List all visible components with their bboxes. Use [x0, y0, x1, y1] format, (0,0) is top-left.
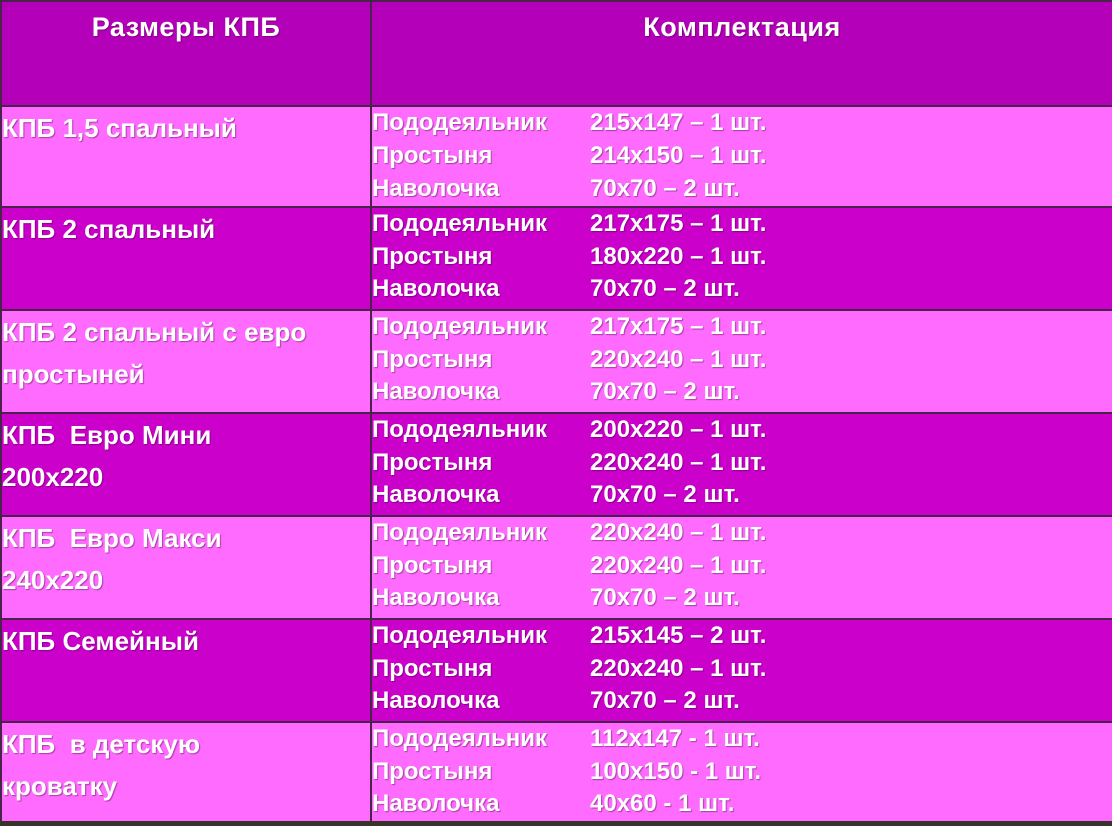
kit-item-name: Простыня: [372, 141, 493, 169]
kit-item-value: 215х145 – 2 шт.: [590, 621, 767, 649]
kit-item-value: 220х240 – 1 шт.: [590, 551, 767, 579]
kit-item-name: Пододеяльник: [372, 109, 548, 136]
kit-cell: Пододеяльник 217х175 – 1 шт. Простыня 220х…: [370, 308, 1112, 414]
table-row: КПБ 2 спальный с евро простыней Пододеял…: [0, 308, 1112, 414]
size-cell: КПБ 2 спальный: [0, 205, 372, 311]
table-row: КПБ 1,5 спальный Пододеяльник 215х147 – 1…: [0, 105, 1112, 208]
size-cell: КПБ 1,5 спальный: [0, 105, 372, 208]
kit-cell: Пододеяльник 215х145 – 2 шт. Простыня 220х…: [370, 617, 1112, 723]
kit-item-name: Простыня: [372, 551, 493, 579]
kit-item: Пододеяльник 217х175 – 1 шт.: [372, 311, 1112, 344]
kit-item-name: Пододеяльник: [372, 621, 548, 649]
kit-item-value: 70х70 – 2 шт.: [590, 174, 740, 202]
kit-item: Простыня 180х220 – 1 шт.: [372, 241, 1112, 274]
kit-item: Пододеяльник 215х145 – 2 шт.: [372, 620, 1112, 653]
kit-cell: Пододеяльник 217х175 – 1 шт. Простыня 180х…: [370, 205, 1112, 311]
size-cell: КПБ Семейный: [0, 617, 372, 723]
kit-item-name: Пододеяльник: [372, 724, 548, 752]
kit-item-value: 70х70 – 2 шт.: [590, 481, 740, 509]
kit-item-name: Наволочка: [372, 481, 500, 509]
size-cell: КПБ Евро Макси 240х220: [0, 514, 372, 620]
kit-item-value: 220х240 – 1 шт.: [590, 448, 767, 476]
kit-item-name: Простыня: [372, 654, 493, 682]
kit-item-name: Наволочка: [372, 378, 500, 406]
kit-item: Простыня 220х240 – 1 шт.: [372, 447, 1112, 480]
kit-item: Пододеяльник 217х175 – 1 шт.: [372, 208, 1112, 241]
size-cell: КПБ Евро Мини 200х220: [0, 411, 372, 517]
kit-item-name: Пододеяльник: [372, 312, 548, 340]
kit-item-name: Простыня: [372, 345, 493, 373]
kit-item-value: 70х70 – 2 шт.: [590, 378, 740, 406]
table-row: КПБ Евро Макси 240х220 Пододеяльник 220х2…: [0, 514, 1112, 620]
kit-item: Простыня 100х150 - 1 шт.: [372, 756, 1112, 789]
kit-item-name: Наволочка: [372, 174, 500, 202]
kit-cell: Пододеяльник 200х220 – 1 шт. Простыня 220х…: [370, 411, 1112, 517]
kit-item: Наволочка 70х70 – 2 шт.: [372, 273, 1112, 306]
table-row: КПБ в детскую кроватку Пододеяльник 112х1…: [0, 720, 1112, 826]
kit-item: Простыня 220х240 – 1 шт.: [372, 550, 1112, 583]
table-row: КПБ Евро Мини 200х220 Пододеяльник 200х22…: [0, 411, 1112, 517]
table-row: КПБ Семейный Пододеяльник 215х145 – 2 шт.…: [0, 617, 1112, 723]
kit-item: Пододеяльник 112х147 - 1 шт.: [372, 723, 1112, 756]
kit-item: Наволочка 70х70 – 2 шт.: [372, 173, 1112, 206]
kit-item: Пододеяльник 215х147 – 1 шт.: [372, 107, 1112, 140]
kit-item: Простыня 214х150 – 1 шт.: [372, 140, 1112, 173]
kit-item-name: Наволочка: [372, 275, 500, 303]
kit-item: Наволочка 40х60 - 1 шт.: [372, 788, 1112, 821]
kit-item-value: 70х70 – 2 шт.: [590, 687, 740, 715]
kit-item-name: Простыня: [372, 242, 493, 270]
kit-item-name: Пододеяльник: [372, 209, 548, 237]
kit-item-value: 70х70 – 2 шт.: [590, 584, 740, 612]
kit-item: Пододеяльник 200х220 – 1 шт.: [372, 414, 1112, 447]
kit-item: Пододеяльник 220х240 – 1 шт.: [372, 517, 1112, 550]
kit-cell: Пододеяльник 220х240 – 1 шт. Простыня 220х…: [370, 514, 1112, 620]
kit-item-value: 220х240 – 1 шт.: [590, 654, 767, 682]
kit-item: Простыня 220х240 – 1 шт.: [372, 653, 1112, 686]
kit-item-value: 217х175 – 1 шт.: [590, 312, 767, 340]
size-cell: КПБ 2 спальный с евро простыней: [0, 308, 372, 414]
kit-item: Наволочка 70х70 – 2 шт.: [372, 685, 1112, 718]
kit-item-name: Пододеяльник: [372, 518, 548, 546]
kit-item-value: 217х175 – 1 шт.: [590, 209, 767, 237]
kit-item-value: 180х220 – 1 шт.: [590, 242, 767, 270]
kit-item-name: Пододеяльник: [372, 415, 548, 443]
kit-cell: Пододеяльник 112х147 - 1 шт. Простыня 100х…: [370, 720, 1112, 826]
kit-item-value: 112х147 - 1 шт.: [590, 724, 760, 752]
kit-item-value: 214х150 – 1 шт.: [590, 141, 767, 169]
size-cell: КПБ в детскую кроватку: [0, 720, 372, 826]
table-header-row: Размеры КПБ Комплектация: [0, 0, 1112, 107]
kit-item-name: Простыня: [372, 757, 493, 785]
kit-item-value: 220х240 – 1 шт.: [590, 345, 767, 373]
header-sizes: Размеры КПБ: [0, 0, 372, 107]
kit-item-name: Наволочка: [372, 584, 500, 612]
kit-item-value: 220х240 – 1 шт.: [590, 518, 767, 546]
kit-item-value: 215х147 – 1 шт.: [590, 109, 767, 136]
kit-cell: Пододеяльник 215х147 – 1 шт. Простыня 214х…: [370, 105, 1112, 208]
kit-item: Наволочка 70х70 – 2 шт.: [372, 376, 1112, 409]
kit-item-value: 70х70 – 2 шт.: [590, 275, 740, 303]
kit-item: Наволочка 70х70 – 2 шт.: [372, 479, 1112, 512]
kit-item-value: 40х60 - 1 шт.: [590, 790, 735, 818]
table-row: КПБ 2 спальный Пододеяльник 217х175 – 1 ш…: [0, 205, 1112, 311]
kit-item-name: Простыня: [372, 448, 493, 476]
kit-item-value: 200х220 – 1 шт.: [590, 415, 767, 443]
kit-item-name: Наволочка: [372, 790, 500, 818]
kit-item-value: 100х150 - 1 шт.: [590, 757, 762, 785]
kit-item: Простыня 220х240 – 1 шт.: [372, 344, 1112, 377]
kit-item-name: Наволочка: [372, 687, 500, 715]
kit-item: Наволочка 70х70 – 2 шт.: [372, 582, 1112, 615]
header-contents: Комплектация: [370, 0, 1112, 107]
